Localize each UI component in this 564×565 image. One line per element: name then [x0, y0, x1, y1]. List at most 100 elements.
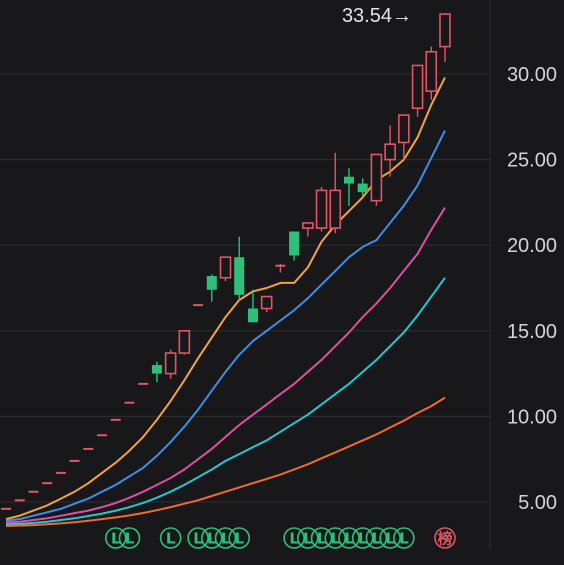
- candle: [83, 447, 94, 450]
- candle-body: [1, 507, 11, 510]
- candle-body: [384, 143, 396, 161]
- y-tick-label: 30.00: [507, 64, 557, 86]
- moving-average-line-3: [5, 206, 446, 524]
- candle: [384, 125, 396, 177]
- signal-marker-ring: [118, 527, 141, 549]
- moving-average-line-2: [5, 130, 446, 522]
- signal-marker: L: [104, 527, 127, 549]
- candle-body: [302, 222, 314, 229]
- grid-lines: [0, 0, 491, 550]
- candle: [247, 289, 258, 323]
- candle-body: [151, 365, 162, 374]
- signal-marker: L: [200, 527, 223, 549]
- candle-body: [55, 471, 66, 474]
- candle-body: [164, 352, 177, 375]
- signal-marker: 榜: [434, 527, 456, 549]
- signal-marker-ring: [393, 527, 415, 549]
- candle-body: [425, 50, 438, 92]
- y-tick-label: 5.00: [518, 492, 557, 514]
- signal-marker-ring: [297, 527, 319, 549]
- signal-marker-ring: [187, 527, 209, 549]
- signal-marker-text: L: [344, 530, 354, 548]
- signal-marker-text: L: [358, 530, 368, 548]
- candle: [357, 178, 368, 196]
- y-tick-label: 25.00: [507, 150, 557, 172]
- candle: [425, 46, 438, 100]
- candle: [206, 274, 217, 302]
- candle-body: [14, 499, 25, 502]
- candle: [151, 361, 162, 383]
- last-price-label: 33.54→: [342, 5, 412, 27]
- candle-body: [357, 183, 368, 193]
- moving-average-line-1: [5, 76, 446, 521]
- signal-marker-text: L: [207, 530, 217, 548]
- signal-marker: L: [118, 527, 141, 549]
- signal-marker: L: [393, 527, 415, 549]
- signal-marker-ring: [379, 527, 401, 549]
- signal-marker: L: [338, 527, 360, 549]
- signal-marker-ring: [365, 527, 388, 549]
- candle: [302, 222, 314, 237]
- candle-body: [234, 257, 245, 295]
- candle-body: [138, 382, 149, 385]
- signal-marker-text: L: [234, 530, 244, 548]
- candle-body: [83, 447, 94, 450]
- candles: [1, 13, 451, 510]
- signal-marker: L: [379, 527, 401, 549]
- candle: [14, 499, 25, 502]
- signal-marker: L: [159, 527, 182, 549]
- signal-marker-ring: [310, 527, 333, 549]
- candle: [28, 490, 39, 493]
- candle-body: [97, 434, 108, 437]
- candle-body: [343, 176, 354, 184]
- signal-marker-text: 榜: [437, 530, 452, 548]
- moving-average-line-5: [5, 396, 446, 527]
- candle-body: [315, 189, 328, 229]
- signal-marker-text: L: [289, 530, 299, 548]
- signal-marker-text: L: [372, 530, 382, 548]
- signal-marker-ring: [351, 527, 374, 549]
- signal-marker-ring: [324, 527, 347, 549]
- signal-marker: L: [283, 527, 305, 549]
- candle-body: [69, 459, 80, 462]
- candle-body: [178, 329, 191, 354]
- signal-marker-ring: [338, 527, 360, 549]
- candle: [69, 459, 80, 462]
- y-axis-ticks: 5.00 10.00 15.00 20.00 25.00 30.00: [507, 64, 557, 514]
- candle-body: [206, 276, 217, 290]
- candle: [411, 64, 424, 117]
- signal-marker-ring: [434, 527, 456, 549]
- candle: [97, 434, 108, 437]
- candle-body: [329, 189, 342, 229]
- signal-marker-text: L: [317, 530, 327, 548]
- signal-marker-ring: [104, 527, 127, 549]
- signal-marker-text: L: [399, 530, 409, 548]
- candle: [178, 329, 191, 355]
- candle-body: [42, 482, 53, 485]
- signal-marker: L: [297, 527, 319, 549]
- candle: [138, 382, 149, 385]
- y-tick-label: 20.00: [507, 235, 557, 257]
- candle-body: [247, 308, 258, 323]
- candle: [42, 482, 53, 485]
- candle: [234, 236, 245, 300]
- signal-marker-text: L: [111, 530, 121, 548]
- candle: [398, 114, 410, 160]
- candle-body: [370, 153, 383, 202]
- candle: [164, 349, 177, 379]
- signal-marker: L: [228, 527, 251, 549]
- candle-body: [219, 256, 232, 279]
- moving-average-line-4: [5, 277, 446, 526]
- candle: [219, 256, 232, 282]
- signal-marker: L: [351, 527, 374, 549]
- candle-body: [193, 304, 204, 307]
- candle-body: [398, 114, 410, 144]
- candle-body: [275, 264, 286, 267]
- candle: [124, 401, 135, 404]
- signal-marker-text: L: [330, 530, 340, 548]
- candle-body: [260, 295, 273, 310]
- candle: [110, 418, 121, 421]
- signal-marker-ring: [283, 527, 305, 549]
- signal-marker: L: [310, 527, 333, 549]
